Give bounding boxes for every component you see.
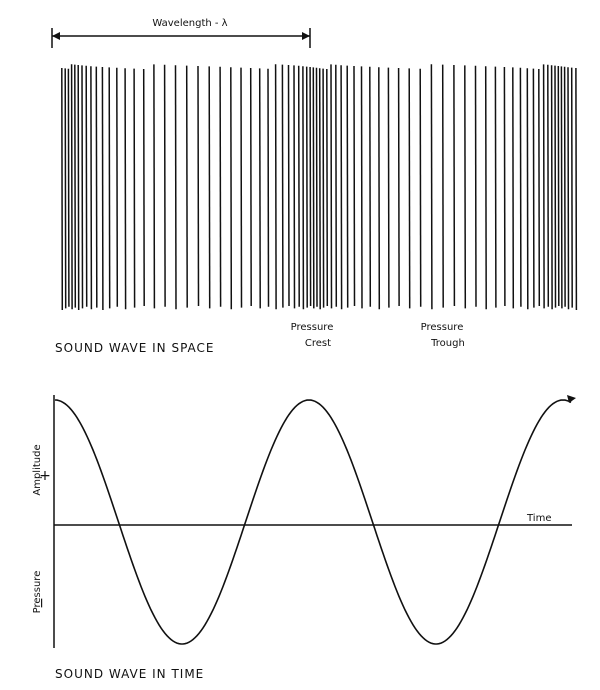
compression-line: [519, 67, 522, 307]
compression-line: [124, 68, 127, 310]
compression-line: [353, 65, 356, 307]
compression-line: [408, 68, 411, 309]
compression-line: [133, 68, 136, 308]
compression-line: [340, 65, 343, 310]
compression-line: [67, 68, 70, 307]
compression-line: [570, 67, 573, 308]
compression-line: [526, 68, 529, 310]
compression-line: [563, 66, 566, 307]
sine-wave: [54, 399, 572, 645]
compression-line: [464, 65, 467, 309]
compression-line: [116, 67, 119, 307]
trough-label: Trough: [430, 338, 465, 349]
compression-line: [453, 64, 456, 307]
compression-line: [326, 68, 329, 307]
compression-line: [474, 65, 477, 307]
time-caption: SOUND WAVE IN TIME: [55, 667, 204, 681]
compression-line: [346, 65, 349, 308]
compression-line: [335, 64, 338, 307]
compression-line: [163, 64, 166, 307]
compression-line: [153, 64, 156, 309]
compression-line: [61, 67, 64, 311]
compression-line: [369, 66, 372, 307]
compression-line: [397, 67, 400, 307]
compression-line: [560, 66, 563, 309]
compression-line: [281, 64, 284, 308]
space-caption: SOUND WAVE IN SPACE: [55, 341, 215, 355]
compression-line: [360, 66, 363, 309]
compression-line: [101, 66, 104, 311]
compression-line: [287, 64, 290, 307]
compression-line: [512, 67, 515, 309]
compression-line: [174, 65, 177, 310]
compression-line: [70, 64, 73, 310]
compression-line: [208, 66, 211, 309]
time-label: Time: [526, 513, 551, 524]
compression-line: [297, 65, 300, 307]
compression-line: [554, 65, 557, 308]
compression-line: [74, 64, 77, 308]
compression-line: [538, 68, 541, 307]
compression-line: [318, 68, 321, 310]
compression-line: [230, 67, 233, 310]
compression-line: [302, 66, 305, 310]
plus-sign: +: [39, 468, 51, 484]
trough-label: Pressure: [421, 322, 464, 333]
compression-line: [387, 67, 390, 308]
wavelength-label: Wavelength - λ: [152, 18, 227, 29]
compression-line: [419, 68, 422, 307]
compression-line: [142, 68, 145, 307]
compression-lines: [61, 64, 578, 311]
compression-line: [90, 66, 93, 310]
compression-line: [378, 67, 381, 310]
compression-line: [77, 64, 80, 311]
compression-line: [330, 64, 333, 309]
compression-line: [575, 67, 578, 311]
compression-line: [441, 64, 444, 308]
compression-line: [197, 65, 200, 307]
compression-line: [274, 64, 277, 310]
compression-line: [95, 66, 98, 308]
amplitude-label: Amplitude: [32, 444, 43, 495]
compression-line: [249, 67, 252, 307]
pressure-label: Pressure: [32, 571, 43, 614]
compression-line: [550, 65, 553, 310]
compression-line: [85, 65, 88, 307]
compression-line: [258, 68, 261, 309]
compression-line: [430, 64, 433, 310]
compression-line: [312, 67, 315, 309]
crest-label: Crest: [305, 338, 331, 349]
compression-line: [494, 66, 497, 308]
compression-line: [315, 67, 318, 307]
compression-line: [547, 64, 550, 307]
compression-line: [567, 67, 570, 310]
compression-line: [108, 67, 111, 309]
compression-line: [309, 66, 312, 307]
compression-line: [532, 68, 535, 308]
compression-line: [267, 68, 270, 307]
compression-line: [484, 66, 487, 310]
compression-line: [64, 68, 67, 309]
compression-line: [219, 66, 222, 307]
crest-label: Pressure: [291, 322, 334, 333]
compression-line: [240, 67, 243, 308]
compression-line: [185, 65, 188, 308]
minus-sign: −: [34, 597, 50, 609]
compression-line: [542, 64, 545, 309]
compression-line: [305, 66, 308, 308]
wave-arrowhead: [567, 395, 576, 403]
compression-line: [503, 66, 506, 307]
compression-line: [81, 65, 84, 309]
compression-line: [557, 65, 560, 307]
compression-line: [322, 68, 325, 308]
compression-line: [293, 65, 296, 309]
